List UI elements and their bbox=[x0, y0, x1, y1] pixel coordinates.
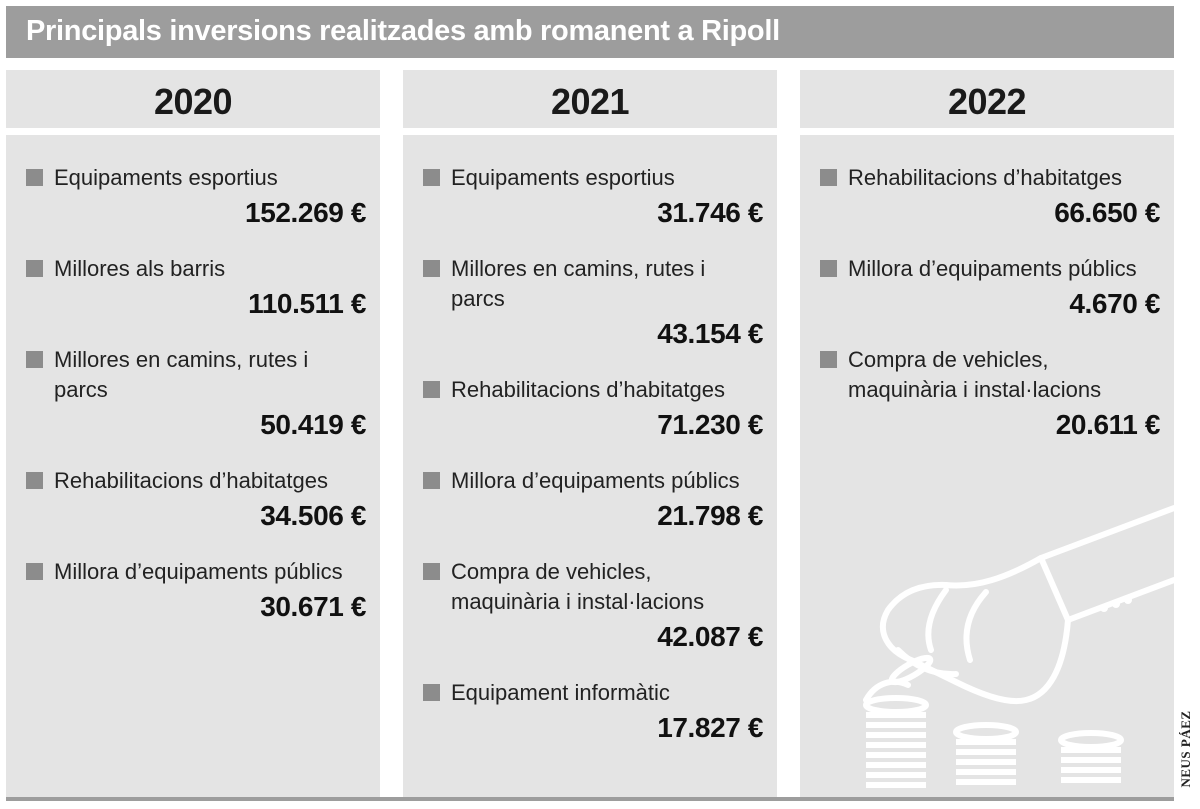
list-item: Rehabilitacions d’habitatges 66.650 € bbox=[820, 163, 1160, 233]
item-value: 66.650 € bbox=[1054, 197, 1160, 228]
item-label: Millores als barris bbox=[54, 256, 226, 281]
bullet-square-icon bbox=[820, 351, 837, 368]
item-label: Equipaments esportius bbox=[54, 165, 278, 190]
item-list: Equipaments esportius 31.746 € Millores … bbox=[423, 163, 763, 769]
list-item: Equipament informàtic 17.827 € bbox=[423, 678, 763, 748]
bullet-square-icon bbox=[423, 472, 440, 489]
list-item: Millora d’equipaments públics 30.671 € bbox=[26, 557, 366, 627]
item-value: 110.511 € bbox=[248, 288, 366, 319]
bullet-square-icon bbox=[26, 563, 43, 580]
item-label: Millora d’equipaments públics bbox=[54, 559, 343, 584]
credit-text: NEUS PÁEZ bbox=[1178, 710, 1193, 788]
item-label: Equipaments esportius bbox=[451, 165, 675, 190]
item-list: Equipaments esportius 152.269 € Millores… bbox=[26, 163, 366, 648]
item-value: 34.506 € bbox=[260, 500, 366, 531]
item-label: Millores en camins, rutes i parcs bbox=[451, 256, 706, 311]
title-bar: Principals inversions realitzades amb ro… bbox=[6, 6, 1174, 58]
column-body bbox=[800, 135, 1174, 798]
list-item: Rehabilitacions d’habitatges 34.506 € bbox=[26, 466, 366, 536]
bullet-square-icon bbox=[423, 563, 440, 580]
year-header: 2022 bbox=[800, 70, 1174, 128]
column-body bbox=[403, 135, 777, 798]
bullet-square-icon bbox=[423, 260, 440, 277]
list-item: Compra de vehicles, maquinària i instal·… bbox=[820, 345, 1160, 445]
list-item: Millora d’equipaments públics 21.798 € bbox=[423, 466, 763, 536]
column-2020: 2020 Equipaments esportius 152.269 € Mil… bbox=[6, 70, 380, 798]
item-label: Rehabilitacions d’habitatges bbox=[848, 165, 1122, 190]
item-value: 20.611 € bbox=[1055, 409, 1161, 440]
item-value: 43.154 € bbox=[657, 318, 763, 349]
bottom-rule bbox=[6, 797, 1174, 801]
column-2022: 2022 Rehabilitacions d’habitatges 66.650… bbox=[800, 70, 1174, 798]
list-item: Millora d’equipaments públics 4.670 € bbox=[820, 254, 1160, 324]
hand-coins-icon bbox=[863, 505, 1174, 788]
item-label: Compra de vehicles, maquinària i instal·… bbox=[848, 347, 1102, 402]
list-item: Equipaments esportius 31.746 € bbox=[423, 163, 763, 233]
year-header: 2021 bbox=[403, 70, 777, 128]
list-item: Millores als barris 110.511 € bbox=[26, 254, 366, 324]
item-label: Equipament informàtic bbox=[451, 680, 670, 705]
item-value: 17.827 € bbox=[657, 712, 763, 743]
bullet-square-icon bbox=[26, 169, 43, 186]
column-2021: 2021 Equipaments esportius 31.746 € Mill… bbox=[403, 70, 777, 798]
item-list: Rehabilitacions d’habitatges 66.650 € Mi… bbox=[820, 163, 1160, 466]
list-item: Equipaments esportius 152.269 € bbox=[26, 163, 366, 233]
bullet-square-icon bbox=[26, 472, 43, 489]
item-value: 30.671 € bbox=[260, 591, 366, 622]
list-item: Millores en camins, rutes i parcs 43.154… bbox=[423, 254, 763, 354]
item-label: Millora d’equipaments públics bbox=[451, 468, 740, 493]
bullet-square-icon bbox=[820, 169, 837, 186]
bullet-square-icon bbox=[423, 684, 440, 701]
bullet-square-icon bbox=[423, 381, 440, 398]
year-header: 2020 bbox=[6, 70, 380, 128]
list-item: Millores en camins, rutes i parcs 50.419… bbox=[26, 345, 366, 445]
list-item: Compra de vehicles, maquinària i instal·… bbox=[423, 557, 763, 657]
column-body bbox=[6, 135, 380, 798]
item-value: 152.269 € bbox=[245, 197, 366, 228]
item-label: Compra de vehicles, maquinària i instal·… bbox=[451, 559, 705, 614]
item-label: Millores en camins, rutes i parcs bbox=[54, 347, 309, 402]
item-value: 71.230 € bbox=[657, 409, 763, 440]
bullet-square-icon bbox=[820, 260, 837, 277]
page-title: Principals inversions realitzades amb ro… bbox=[26, 15, 780, 47]
credit: NEUS PÁEZ bbox=[1176, 700, 1196, 798]
bullet-square-icon bbox=[26, 351, 43, 368]
item-value: 4.670 € bbox=[1069, 288, 1160, 319]
list-item: Rehabilitacions d’habitatges 71.230 € bbox=[423, 375, 763, 445]
item-label: Millora d’equipaments públics bbox=[848, 256, 1137, 281]
bullet-square-icon bbox=[423, 169, 440, 186]
item-label: Rehabilitacions d’habitatges bbox=[54, 468, 328, 493]
item-value: 31.746 € bbox=[657, 197, 763, 228]
item-value: 50.419 € bbox=[260, 409, 366, 440]
item-value: 42.087 € bbox=[657, 621, 763, 652]
item-label: Rehabilitacions d’habitatges bbox=[451, 377, 725, 402]
item-value: 21.798 € bbox=[657, 500, 763, 531]
bullet-square-icon bbox=[26, 260, 43, 277]
